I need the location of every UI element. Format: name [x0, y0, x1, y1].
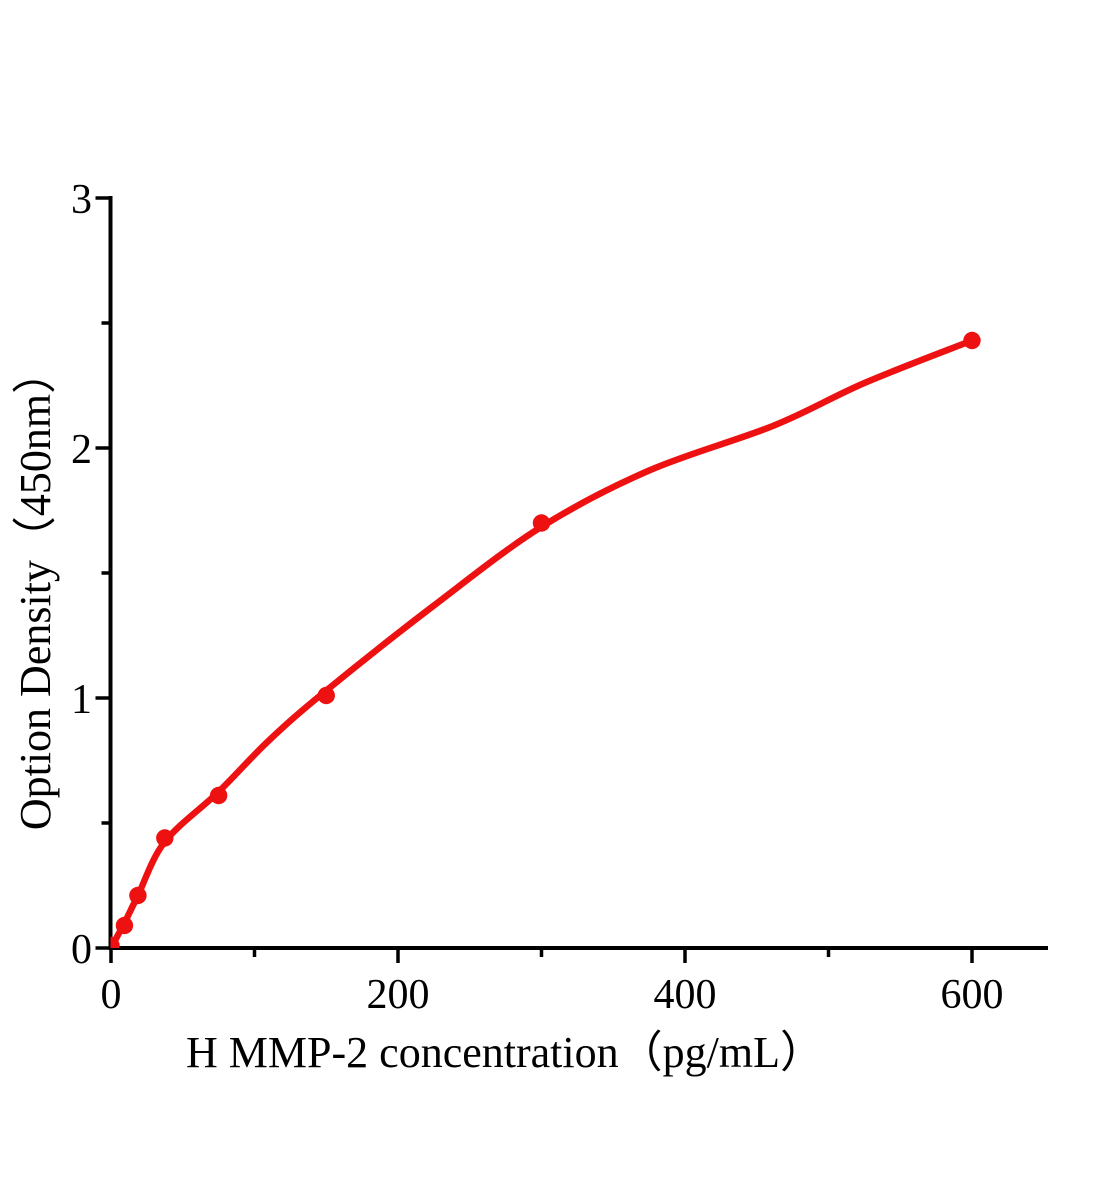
axes [108, 196, 1048, 950]
y-axis-tick-label: 0 [71, 927, 92, 973]
y-axis-tick-label: 3 [71, 177, 92, 223]
x-axis-tick-label: 600 [941, 972, 1004, 1018]
data-point [963, 331, 981, 350]
data-point [209, 786, 228, 805]
data-point [156, 829, 174, 847]
data-point [317, 686, 335, 705]
y-axis-tick-label: 1 [71, 677, 92, 723]
x-axis-tick-label: 400 [654, 972, 717, 1018]
axis-ticks [95, 196, 974, 963]
data-point [115, 916, 134, 935]
y-axis-title: Option Density（450nm） [11, 349, 60, 831]
axis-tick-labels: 0 200 400 600 0 1 2 3 [71, 177, 1004, 1018]
data-point [110, 936, 120, 948]
data-point [532, 514, 551, 532]
x-axis-title: H MMP-2 concentration（pg/mL） [186, 1028, 824, 1077]
y-axis-tick-label: 2 [71, 427, 92, 473]
x-axis-tick-label: 0 [101, 972, 122, 1018]
data-series-layer [110, 331, 981, 948]
data-point [129, 886, 147, 905]
x-axis-tick-label: 200 [367, 972, 430, 1018]
fit-curve [110, 337, 976, 948]
